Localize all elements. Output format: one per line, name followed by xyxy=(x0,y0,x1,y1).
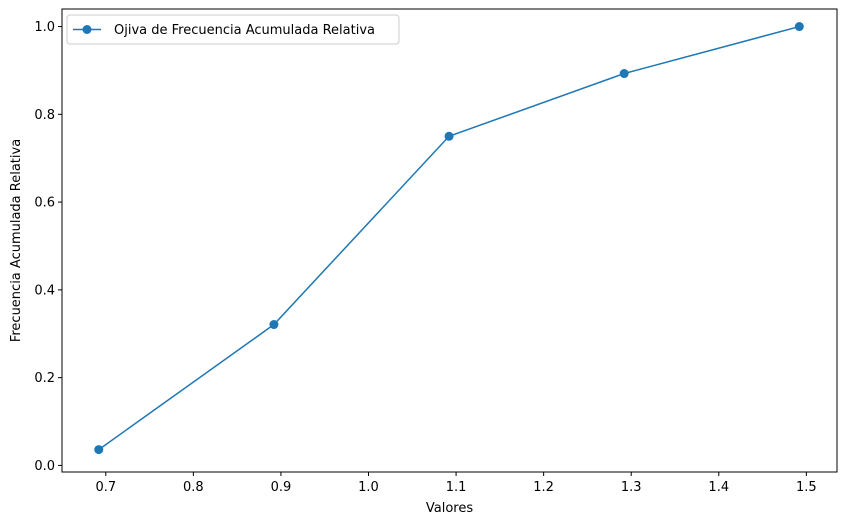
x-axis-label: Valores xyxy=(426,501,473,516)
y-tick-label: 0.8 xyxy=(34,108,55,123)
legend: Ojiva de Frecuencia Acumulada Relativa xyxy=(66,14,400,45)
y-axis-ticks: 0.0 0.2 0.4 0.6 0.8 1.0 xyxy=(34,20,62,474)
series-layer xyxy=(94,22,804,455)
legend-box xyxy=(66,14,400,45)
x-tick-label: 0.9 xyxy=(271,480,292,495)
y-tick-label: 0.2 xyxy=(34,371,55,386)
y-tick-label: 1.0 xyxy=(34,20,55,35)
x-tick-label: 1.0 xyxy=(358,480,379,495)
data-point xyxy=(94,445,104,455)
x-axis-ticks: 0.7 0.8 0.9 1.0 1.1 1.2 1.3 1.4 1.5 xyxy=(95,472,817,495)
x-tick-label: 1.3 xyxy=(621,480,642,495)
y-tick-label: 0.6 xyxy=(34,196,55,211)
x-tick-label: 1.5 xyxy=(796,480,817,495)
x-tick-label: 0.8 xyxy=(183,480,204,495)
data-point xyxy=(794,22,804,32)
y-axis-label: Frecuencia Acumulada Relativa xyxy=(9,139,24,342)
legend-entry-label: Ojiva de Frecuencia Acumulada Relativa xyxy=(114,23,375,38)
plot-area xyxy=(61,8,838,473)
x-tick-label: 1.1 xyxy=(446,480,467,495)
x-tick-label: 1.2 xyxy=(533,480,554,495)
legend-marker-swatch xyxy=(82,25,92,34)
y-tick-label: 0.4 xyxy=(34,283,55,298)
data-point xyxy=(619,69,629,79)
x-tick-label: 1.4 xyxy=(708,480,729,495)
data-point xyxy=(444,131,454,141)
data-point xyxy=(269,320,279,330)
x-tick-label: 0.7 xyxy=(95,480,116,495)
y-tick-label: 0.0 xyxy=(34,459,55,474)
